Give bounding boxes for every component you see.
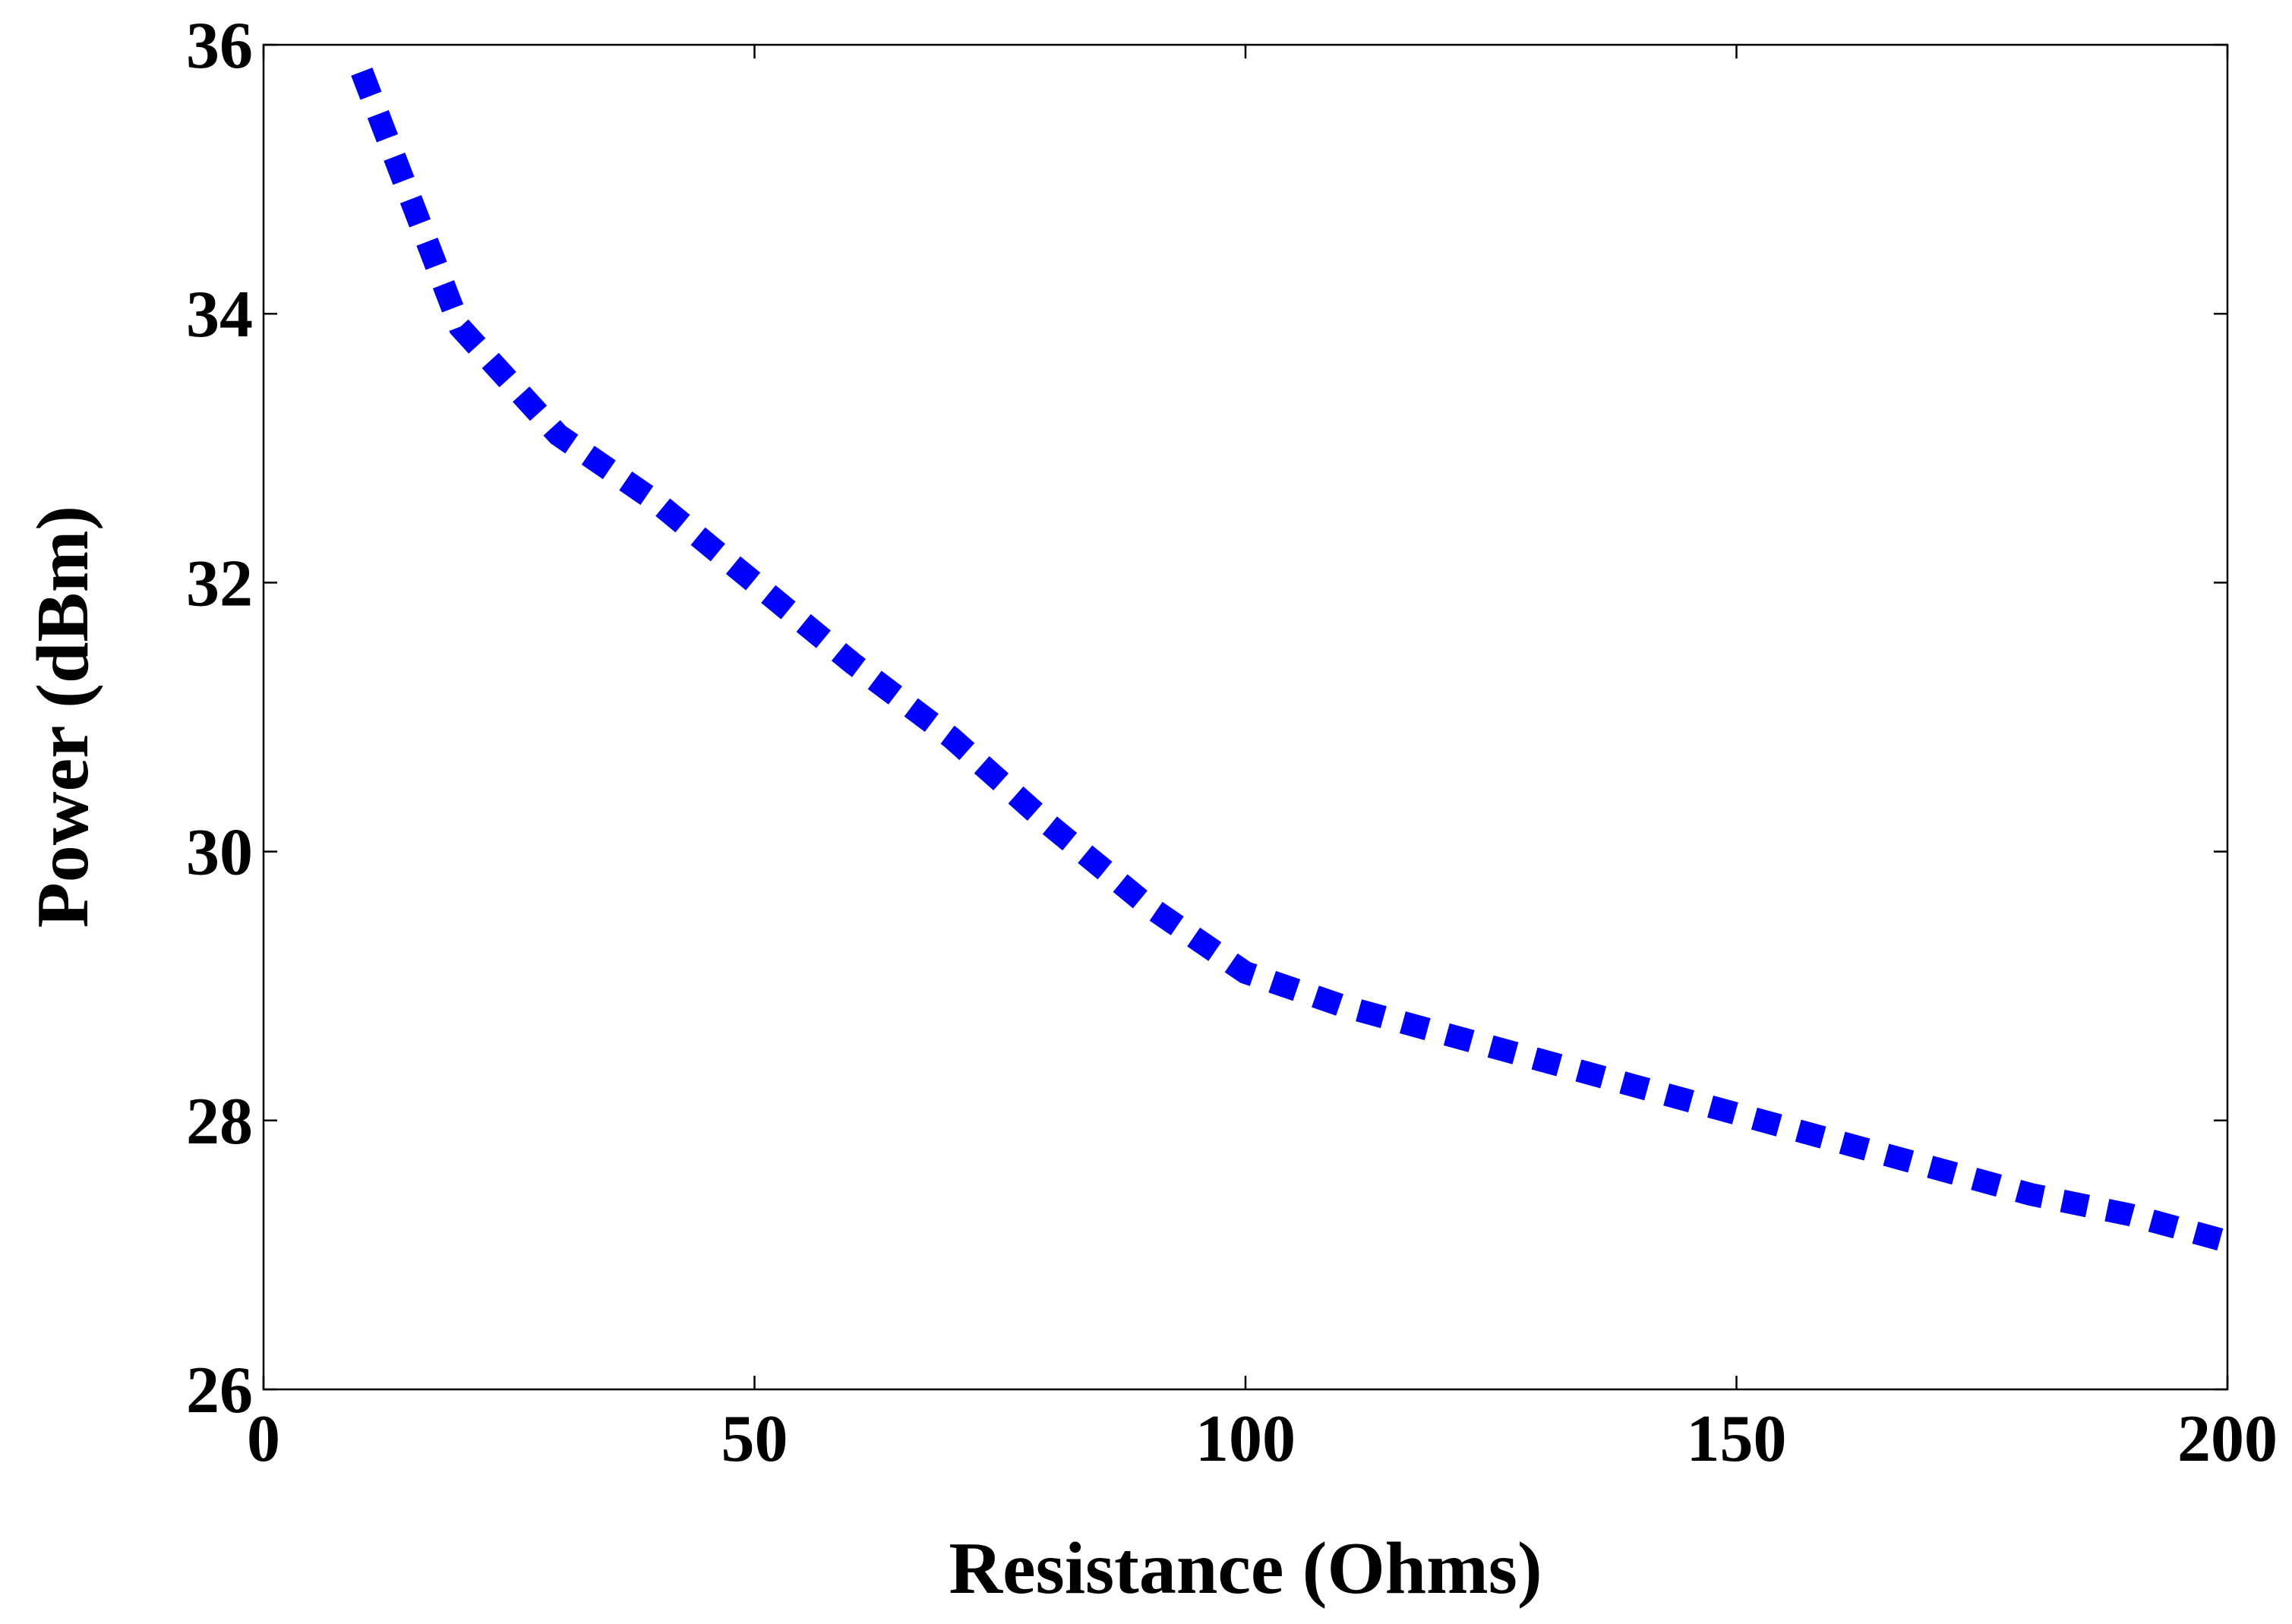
x-tick-label: 200	[2177, 1402, 2278, 1476]
x-tick-label: 50	[721, 1402, 788, 1476]
y-tick-label: 34	[186, 278, 253, 352]
x-tick-label: 100	[1195, 1402, 1296, 1476]
y-tick-label: 32	[186, 547, 253, 620]
y-tick-label: 36	[186, 9, 253, 83]
x-tick-label: 150	[1687, 1402, 1787, 1476]
y-tick-label: 28	[186, 1085, 253, 1159]
y-tick-label: 30	[186, 816, 253, 890]
x-tick-label: 0	[247, 1402, 280, 1476]
series-layer	[351, 68, 2230, 1253]
x-axis-label: Resistance (Ohms)	[949, 1528, 1542, 1610]
y-tick-label: 26	[186, 1354, 253, 1427]
tick-layer: 0 50 100 150 200 26 28 30 32 34 36	[186, 9, 2278, 1476]
series-line	[351, 68, 2230, 1253]
y-axis-label: Power (dBm)	[22, 506, 104, 928]
